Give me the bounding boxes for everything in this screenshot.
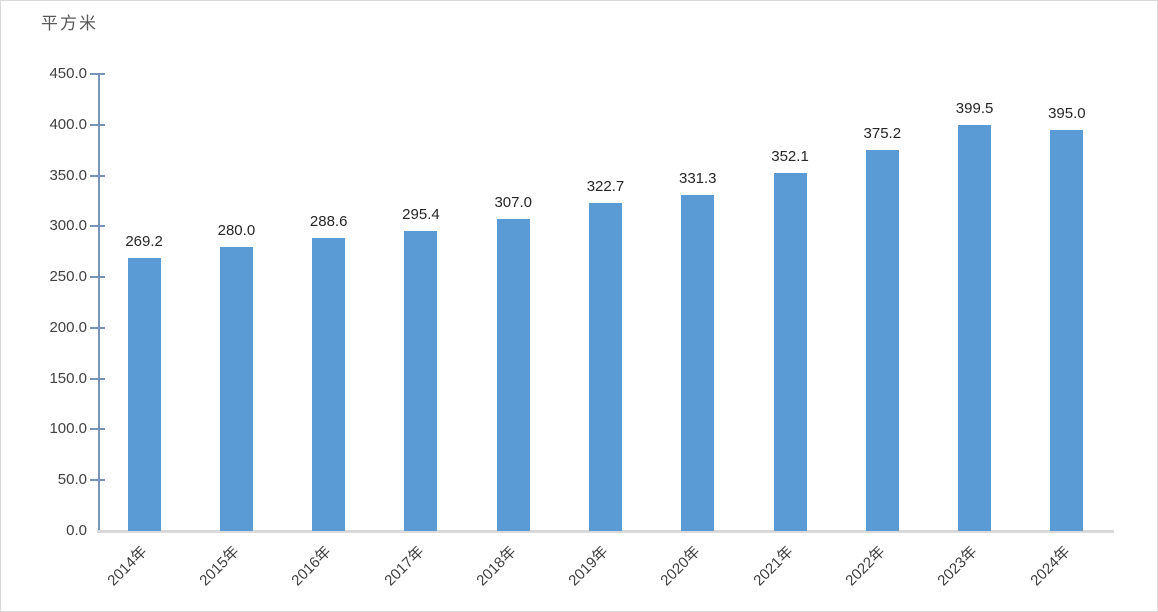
y-tick-label: 200.0 xyxy=(49,318,87,336)
x-axis-labels: 2014年 2015年 2016年 2017年 2018年 2019年 2020年 2021年… xyxy=(98,541,1113,611)
x-tick-label: 2020年 xyxy=(657,543,704,590)
x-tick-label: 2024年 xyxy=(1026,543,1074,590)
y-tick-label: 450.0 xyxy=(49,65,87,82)
y-axis-tick xyxy=(90,428,105,431)
bar xyxy=(127,257,161,531)
y-tick-label: 100.0 xyxy=(49,420,87,438)
y-tick-label: 150.0 xyxy=(49,369,87,387)
y-axis-tick xyxy=(90,174,105,177)
y-axis-unit-label: 平方米 xyxy=(41,14,98,33)
bar xyxy=(958,125,992,531)
y-axis-tick xyxy=(90,377,105,380)
x-tick-label: 2018年 xyxy=(473,543,520,590)
x-tick-label: 2023年 xyxy=(934,543,981,590)
plot-area: 0.0 50.0 100.0 150.0 200.0 250.0 300.0 350.0 400… xyxy=(49,65,1114,539)
y-axis-tick xyxy=(90,326,105,329)
bar xyxy=(589,203,622,531)
x-tick-label: 2022年 xyxy=(842,543,889,590)
y-axis-tick xyxy=(90,479,105,482)
x-axis-line xyxy=(97,530,1114,533)
bar-value-label: 288.6 xyxy=(309,212,348,230)
bar xyxy=(773,173,807,531)
bar-value-label: 280.0 xyxy=(217,221,256,239)
bar-value-label: 352.1 xyxy=(771,148,809,166)
bar-value-label: 395.0 xyxy=(1048,104,1086,122)
bar xyxy=(496,219,530,531)
y-axis-tick xyxy=(90,123,105,126)
y-tick-label: 400.0 xyxy=(49,115,87,133)
bar xyxy=(681,194,715,531)
bar xyxy=(219,246,253,531)
bar-value-label: 307.0 xyxy=(494,194,532,212)
x-tick-label: 2021年 xyxy=(749,543,797,590)
bar-value-label: 322.7 xyxy=(586,178,625,196)
bar xyxy=(312,237,346,531)
x-tick-label: 2019年 xyxy=(565,543,612,590)
bar-value-label: 375.2 xyxy=(863,124,902,142)
bar-value-label: 269.2 xyxy=(125,232,163,250)
bar-value-label: 295.4 xyxy=(402,206,440,224)
y-axis-tick xyxy=(90,73,105,75)
x-tick-label: 2014年 xyxy=(104,543,151,590)
x-tick-label: 2016年 xyxy=(288,543,335,590)
y-tick-label: 0.0 xyxy=(66,522,87,539)
y-tick-label: 350.0 xyxy=(49,166,87,184)
y-tick-label: 300.0 xyxy=(49,217,87,235)
bar xyxy=(404,231,438,531)
x-tick-label: 2015年 xyxy=(196,543,243,590)
y-tick-label: 250.0 xyxy=(49,268,87,286)
y-tick-label: 50.0 xyxy=(57,471,87,489)
bar-value-label: 331.3 xyxy=(678,169,717,187)
y-axis-tick xyxy=(90,276,105,279)
x-tick-label: 2017年 xyxy=(380,543,428,590)
bar-value-label: 399.5 xyxy=(955,100,994,118)
y-axis-line xyxy=(98,74,100,531)
bar xyxy=(865,149,899,531)
y-axis-tick xyxy=(90,225,105,228)
bar xyxy=(1050,129,1084,531)
